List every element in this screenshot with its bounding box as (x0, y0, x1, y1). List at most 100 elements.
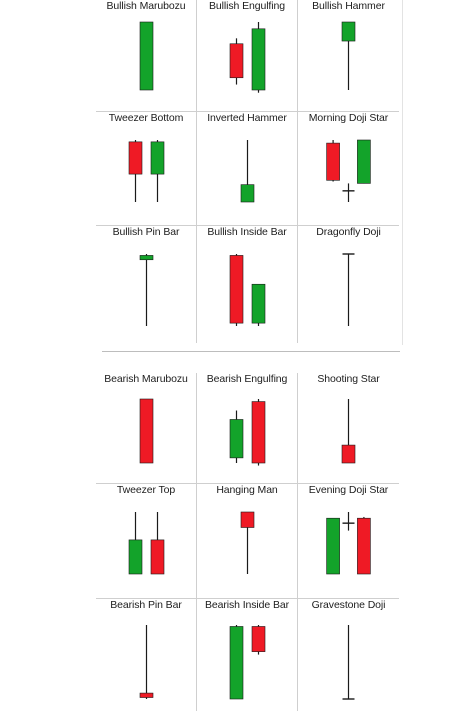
pattern-cell-bearish-engulfing: Bearish Engulfing (197, 373, 298, 484)
candle-body (326, 517, 340, 575)
pattern-chart (229, 399, 266, 466)
pattern-cell-bullish-hammer: Bullish Hammer (298, 0, 399, 112)
pattern-chart (326, 512, 371, 575)
pattern-title: Shooting Star (317, 373, 380, 385)
pattern-chart (139, 625, 154, 699)
pattern-title: Bearish Engulfing (206, 373, 288, 385)
pattern-title: Bullish Pin Bar (112, 226, 180, 238)
pattern-chart (229, 254, 266, 326)
pattern-cell-tweezer-bottom: Tweezer Bottom (96, 112, 197, 226)
bearish-candle (251, 625, 266, 655)
bullish-candle (251, 283, 266, 326)
pattern-cell-inverted-hammer: Inverted Hammer (197, 112, 298, 226)
pattern-cell-dragonfly-doji: Dragonfly Doji (298, 226, 399, 343)
candle-body (251, 283, 266, 324)
pattern-title: Tweezer Top (116, 484, 176, 496)
pattern-title: Bearish Marubozu (104, 373, 188, 385)
pattern-cell-shooting-star: Shooting Star (298, 373, 399, 484)
pattern-cell-bullish-engulfing: Bullish Engulfing (197, 0, 298, 112)
pattern-chart (240, 140, 255, 203)
candle-body (150, 141, 165, 175)
pattern-cell-tweezer-top: Tweezer Top (96, 484, 197, 599)
candle-body (229, 419, 244, 459)
doji-candle (342, 625, 355, 700)
pattern-title: Gravestone Doji (311, 599, 386, 611)
bullish-candle (139, 21, 154, 91)
candle-body (150, 539, 165, 575)
candle-body (357, 139, 371, 184)
pattern-cell-gravestone-doji: Gravestone Doji (298, 599, 399, 711)
bearish-candle (128, 140, 143, 202)
bullish-candle (139, 254, 154, 326)
doji-candle (342, 183, 355, 202)
pattern-cell-bearish-marubozu: Bearish Marubozu (96, 373, 197, 484)
pattern-chart (229, 625, 266, 700)
candle-body (139, 398, 154, 464)
candle-body (229, 626, 244, 700)
candle-body (229, 255, 244, 324)
doji-candle (342, 512, 355, 531)
pattern-cell-bullish-marubozu: Bullish Marubozu (96, 0, 197, 112)
doji-candle (342, 253, 355, 326)
bearish-candle (139, 398, 154, 464)
candle-body (139, 21, 154, 91)
bullish-patterns-grid: Bullish Marubozu Bullish Engulfing Bullish… (96, 0, 399, 343)
pattern-cell-bullish-inside-bar: Bullish Inside Bar (197, 226, 298, 343)
bearish-candle (251, 399, 266, 466)
bullish-candle (240, 140, 255, 203)
bearish-candle (139, 625, 154, 699)
pattern-title: Bullish Hammer (312, 0, 385, 12)
candle-body (139, 692, 154, 698)
bullish-candle (326, 517, 340, 575)
candle-body (357, 517, 371, 575)
pattern-title: Hanging Man (216, 484, 278, 496)
pattern-cell-bullish-pin-bar: Bullish Pin Bar (96, 226, 197, 343)
bearish-candle (357, 516, 371, 575)
pattern-chart (341, 399, 356, 464)
bullish-candle (229, 410, 244, 463)
pattern-title: Bullish Engulfing (209, 0, 285, 12)
pattern-title: Morning Doji Star (308, 112, 389, 124)
candle-body (251, 626, 266, 652)
bearish-candle (240, 511, 255, 574)
pattern-title: Evening Doji Star (308, 484, 389, 496)
pattern-title: Bearish Inside Bar (205, 599, 289, 611)
candle-body (251, 401, 266, 464)
pattern-title: Tweezer Bottom (108, 112, 184, 124)
bearish-candle (229, 254, 244, 326)
pattern-chart (341, 21, 356, 90)
pattern-chart (139, 21, 154, 91)
bearish-candle (150, 512, 165, 575)
candle-body (128, 141, 143, 175)
pattern-title: Bullish Inside Bar (207, 226, 287, 238)
bearish-candle (229, 38, 244, 85)
bullish-candle (251, 22, 266, 93)
pattern-title: Bearish Pin Bar (110, 599, 182, 611)
pattern-chart (139, 254, 154, 326)
pattern-chart (240, 511, 255, 574)
section-divider (102, 351, 400, 352)
pattern-cell-bearish-inside-bar: Bearish Inside Bar (197, 599, 298, 711)
candle-body (128, 539, 143, 575)
candle-body (240, 184, 255, 203)
pattern-chart (128, 512, 165, 575)
candle-body (139, 255, 154, 261)
candle-body (229, 43, 244, 79)
pattern-title: Dragonfly Doji (316, 226, 381, 238)
pattern-cell-hanging-man: Hanging Man (197, 484, 298, 599)
candle-body (251, 28, 266, 91)
candle-body (240, 511, 255, 528)
bullish-candle (128, 512, 143, 575)
bullish-candle (341, 21, 356, 90)
bullish-candle (229, 625, 244, 700)
pattern-chart (128, 140, 165, 202)
pattern-title: Inverted Hammer (207, 112, 287, 124)
pattern-cell-morning-doji-star: Morning Doji Star (298, 112, 399, 226)
pattern-cell-bearish-pin-bar: Bearish Pin Bar (96, 599, 197, 711)
candle-body (341, 444, 356, 464)
pattern-chart (139, 398, 154, 464)
candle-body (341, 21, 356, 42)
pattern-cell-evening-doji-star: Evening Doji Star (298, 484, 399, 599)
pattern-chart (229, 22, 266, 93)
candle-body (326, 142, 340, 181)
